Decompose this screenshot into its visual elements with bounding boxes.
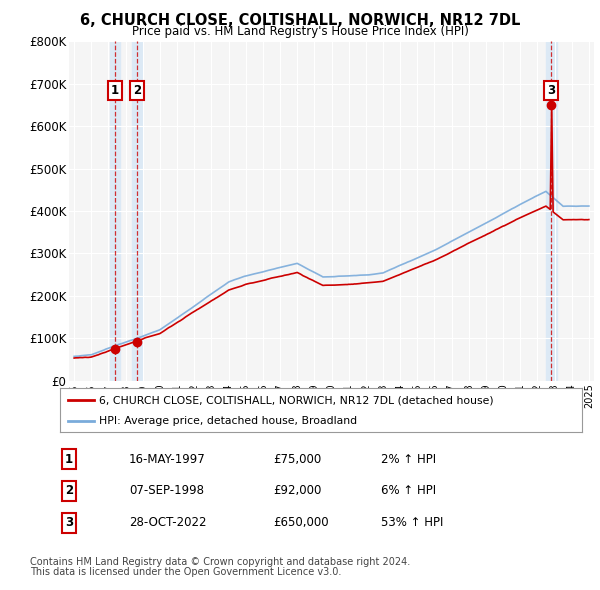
- Text: This data is licensed under the Open Government Licence v3.0.: This data is licensed under the Open Gov…: [30, 568, 341, 577]
- Text: 1: 1: [65, 453, 73, 466]
- Text: £650,000: £650,000: [273, 516, 329, 529]
- Text: 6, CHURCH CLOSE, COLTISHALL, NORWICH, NR12 7DL (detached house): 6, CHURCH CLOSE, COLTISHALL, NORWICH, NR…: [99, 395, 494, 405]
- Text: HPI: Average price, detached house, Broadland: HPI: Average price, detached house, Broa…: [99, 416, 357, 426]
- Text: 6% ↑ HPI: 6% ↑ HPI: [381, 484, 436, 497]
- Text: 2% ↑ HPI: 2% ↑ HPI: [381, 453, 436, 466]
- Text: 2: 2: [133, 84, 142, 97]
- Text: £75,000: £75,000: [273, 453, 321, 466]
- Bar: [547, 41, 557, 381]
- Text: 16-MAY-1997: 16-MAY-1997: [129, 453, 206, 466]
- Text: 1: 1: [111, 84, 119, 97]
- Text: 6, CHURCH CLOSE, COLTISHALL, NORWICH, NR12 7DL: 6, CHURCH CLOSE, COLTISHALL, NORWICH, NR…: [80, 13, 520, 28]
- Text: 53% ↑ HPI: 53% ↑ HPI: [381, 516, 443, 529]
- Text: 28-OCT-2022: 28-OCT-2022: [129, 516, 206, 529]
- Bar: [132, 41, 142, 381]
- Text: Contains HM Land Registry data © Crown copyright and database right 2024.: Contains HM Land Registry data © Crown c…: [30, 557, 410, 566]
- Bar: [110, 41, 120, 381]
- Text: 07-SEP-1998: 07-SEP-1998: [129, 484, 204, 497]
- Text: 3: 3: [65, 516, 73, 529]
- Text: 3: 3: [547, 84, 556, 97]
- Text: 2: 2: [65, 484, 73, 497]
- Text: £92,000: £92,000: [273, 484, 322, 497]
- Text: Price paid vs. HM Land Registry's House Price Index (HPI): Price paid vs. HM Land Registry's House …: [131, 25, 469, 38]
